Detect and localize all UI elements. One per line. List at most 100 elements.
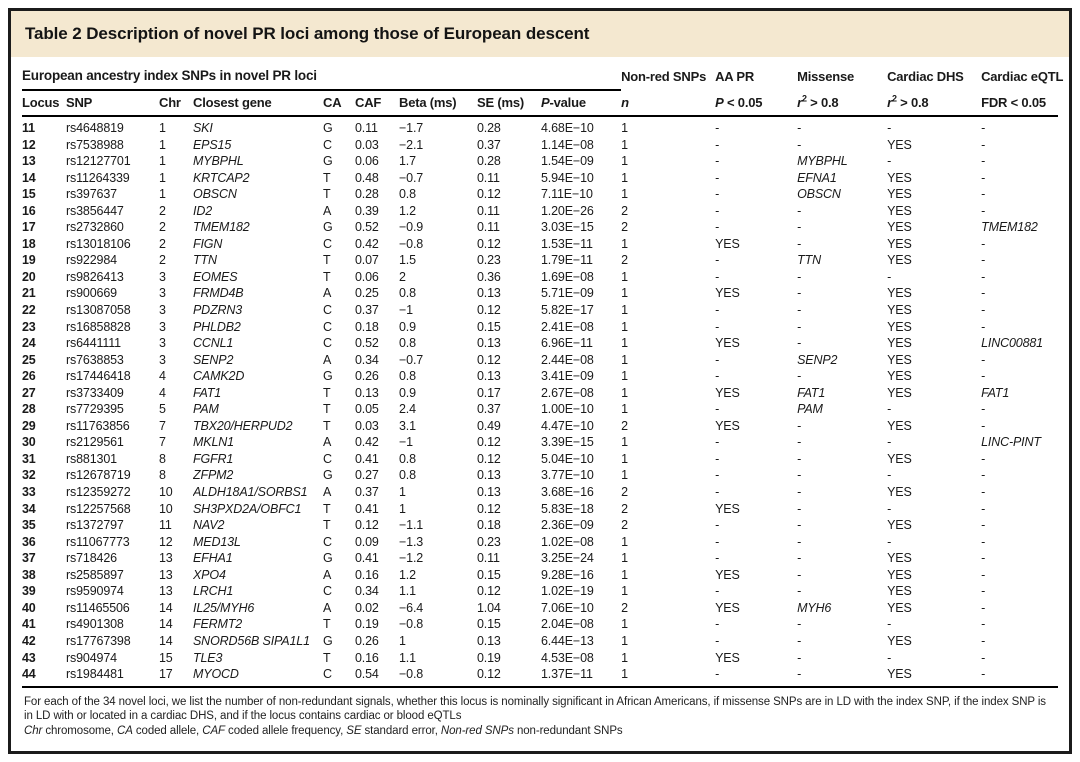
cell-chr: 2 xyxy=(159,253,166,268)
cell-n: 1 xyxy=(621,352,628,367)
col-header-gene: Closest gene xyxy=(193,90,323,117)
table-row: 15 rs397637 1 OBSCN T 0.28 0.8 0.12 7.11E−10 1 - OB… xyxy=(22,186,1058,203)
cell-gene: SH3PXD2A/OBFC1 xyxy=(193,501,302,516)
cell-n: 1 xyxy=(621,154,628,169)
cell-caf: 0.52 xyxy=(355,220,379,235)
cell-locus: 12 xyxy=(22,137,36,152)
cell-ca: G xyxy=(323,121,333,135)
cell-n: 1 xyxy=(621,650,628,665)
cell-se: 0.23 xyxy=(477,253,501,268)
cell-ca: A xyxy=(323,352,332,367)
cell-dhs: YES xyxy=(887,369,912,384)
cell-n: 1 xyxy=(621,468,628,483)
cell-snp: rs12127701 xyxy=(66,154,131,169)
cell-locus: 41 xyxy=(22,617,36,632)
cell-chr: 3 xyxy=(159,319,166,334)
cell-beta: −0.9 xyxy=(399,220,424,235)
cell-ca: C xyxy=(323,303,332,318)
cell-se: 0.19 xyxy=(477,650,501,665)
cell-beta: −0.7 xyxy=(399,352,424,367)
cell-chr: 2 xyxy=(159,236,166,251)
cell-locus: 33 xyxy=(22,485,36,500)
cell-beta: −0.8 xyxy=(399,667,424,682)
cell-se: 0.13 xyxy=(477,336,501,351)
table-row: 14 rs11264339 1 KRTCAP2 T 0.48 −0.7 0.11 5.94E−1… xyxy=(22,170,1058,187)
cell-caf: 0.06 xyxy=(355,269,379,284)
cell-dhs: YES xyxy=(887,203,912,218)
cell-caf: 0.03 xyxy=(355,137,379,152)
cell-caf: 0.41 xyxy=(355,451,379,466)
table-row: 13 rs12127701 1 MYBPHL G 0.06 1.7 0.28 1.54E−09 1… xyxy=(22,153,1058,170)
cell-se: 0.15 xyxy=(477,617,501,632)
cell-gene: NAV2 xyxy=(193,518,225,533)
cell-pvalue: 1.20E−26 xyxy=(541,203,594,218)
cell-dhs: YES xyxy=(887,253,912,268)
cell-missense: MYH6 xyxy=(797,600,832,615)
cell-pvalue: 3.39E−15 xyxy=(541,435,594,450)
cell-pvalue: 2.67E−08 xyxy=(541,385,594,400)
table-row: 24 rs6441111 3 CCNL1 C 0.52 0.8 0.13 6.96E−11 1 YE… xyxy=(22,335,1058,352)
cell-caf: 0.18 xyxy=(355,319,379,334)
cell-ca: A xyxy=(323,600,332,615)
cell-gene: IL25/MYH6 xyxy=(193,600,255,615)
cell-dhs: YES xyxy=(887,236,912,251)
cell-snp: rs9826413 xyxy=(66,269,124,284)
cell-eqtl: - xyxy=(981,269,986,284)
cell-ca: T xyxy=(323,170,331,185)
cell-beta: 1.7 xyxy=(399,154,416,169)
cell-pvalue: 1.02E−19 xyxy=(541,584,594,599)
group-header-aa-pr: AA PR xyxy=(715,69,755,84)
cell-locus: 16 xyxy=(22,203,36,218)
table-frame: Table 2 Description of novel PR loci amo… xyxy=(8,8,1072,754)
cell-pvalue: 2.44E−08 xyxy=(541,352,594,367)
cell-gene: EPS15 xyxy=(193,137,232,152)
cell-chr: 17 xyxy=(159,667,173,682)
cell-eqtl: - xyxy=(981,584,986,599)
cell-eqtl: - xyxy=(981,468,986,483)
left-group-header: European ancestry index SNPs in novel PR… xyxy=(22,68,622,91)
cell-n: 2 xyxy=(621,253,628,268)
cell-pvalue: 5.04E−10 xyxy=(541,451,594,466)
cell-gene: EFHA1 xyxy=(193,551,233,566)
cell-aapr: - xyxy=(715,534,720,549)
cell-pvalue: 1.54E−09 xyxy=(541,154,594,169)
cell-caf: 0.34 xyxy=(355,352,379,367)
cell-snp: rs7538988 xyxy=(66,137,124,152)
cell-locus: 17 xyxy=(22,220,36,235)
cell-gene: MKLN1 xyxy=(193,435,234,450)
cell-locus: 11 xyxy=(22,121,35,135)
cell-gene: MYOCD xyxy=(193,667,239,682)
table-row: 32 rs12678719 8 ZFPM2 G 0.27 0.8 0.13 3.77E−10 1 -… xyxy=(22,467,1058,484)
cell-dhs: YES xyxy=(887,451,912,466)
cell-missense: - xyxy=(797,633,802,648)
table-row: 37 rs718426 13 EFHA1 G 0.41 −1.2 0.11 3.25E−24 1 -… xyxy=(22,550,1058,567)
cell-ca: T xyxy=(323,617,331,632)
cell-se: 0.17 xyxy=(477,385,501,400)
cell-gene: SENP2 xyxy=(193,352,234,367)
cell-locus: 35 xyxy=(22,518,36,533)
cell-snp: rs11763856 xyxy=(66,418,130,433)
cell-chr: 14 xyxy=(159,633,173,648)
cell-missense: MYBPHL xyxy=(797,154,848,169)
cell-se: 0.11 xyxy=(477,551,500,566)
cell-beta: −1 xyxy=(399,303,413,318)
cell-aapr: YES xyxy=(715,567,740,582)
cell-locus: 43 xyxy=(22,650,36,665)
table-row: 30 rs2129561 7 MKLN1 A 0.42 −1 0.12 3.39E−15 1 - - -… xyxy=(22,434,1058,451)
cell-gene: ID2 xyxy=(193,203,213,218)
cell-beta: 1.2 xyxy=(399,203,416,218)
cell-missense: - xyxy=(797,667,802,682)
cell-snp: rs11067773 xyxy=(66,534,130,549)
cell-eqtl: - xyxy=(981,534,986,549)
cell-eqtl: FAT1 xyxy=(981,385,1010,400)
cell-locus: 25 xyxy=(22,352,36,367)
cell-ca: T xyxy=(323,187,331,202)
cell-chr: 1 xyxy=(159,121,166,135)
cell-n: 1 xyxy=(621,286,628,301)
cell-dhs: YES xyxy=(887,633,912,648)
col-header-n: n xyxy=(621,90,716,117)
cell-dhs: - xyxy=(887,650,892,665)
cell-pvalue: 4.68E−10 xyxy=(541,121,594,135)
cell-snp: rs3733409 xyxy=(66,385,124,400)
cell-missense: - xyxy=(797,369,802,384)
